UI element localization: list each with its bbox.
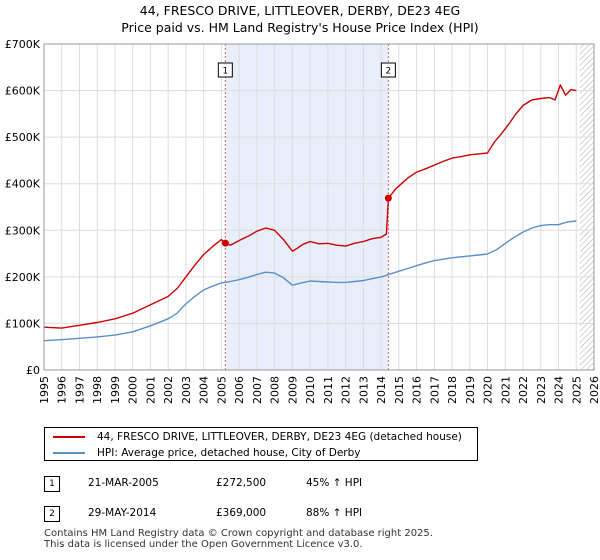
- x-tick-label: 2013: [357, 376, 370, 404]
- legend-swatch-hpi: [53, 452, 85, 454]
- legend: 44, FRESCO DRIVE, LITTLEOVER, DERBY, DE2…: [44, 427, 478, 461]
- footer-line2: This data is licensed under the Open Gov…: [44, 539, 363, 550]
- x-tick-label: 2019: [464, 376, 477, 404]
- transaction-row: 2 29-MAY-2014 £369,000 88% ↑ HPI: [44, 506, 464, 522]
- x-tick-label: 2005: [215, 376, 228, 404]
- transaction-price: £272,500: [216, 477, 267, 489]
- x-tick-label: 2001: [144, 376, 157, 404]
- x-tick-label: 2008: [269, 376, 282, 404]
- footer-line1: Contains HM Land Registry data © Crown c…: [44, 528, 433, 539]
- x-tick-label: 2025: [570, 376, 583, 404]
- x-tick-label: 2015: [393, 376, 406, 404]
- price-chart: 1 2 £0 £100K £200K £300K £400K £500K £600K £700K…: [5, 38, 600, 404]
- chart-title-line2: Price paid vs. HM Land Registry's House …: [121, 20, 479, 35]
- sale-point: [221, 239, 229, 247]
- shaded-period: [225, 44, 389, 370]
- x-tick-label: 1995: [38, 376, 51, 404]
- sale-marker-label: 2: [386, 67, 392, 77]
- transaction-date: 29-MAY-2014: [88, 507, 157, 519]
- y-tick-label: £400K: [5, 178, 41, 191]
- x-tick-label: 2023: [535, 376, 548, 404]
- sale-marker-box: [380, 62, 396, 78]
- x-tick-label: 1997: [73, 376, 86, 404]
- chart-title-line1: 44, FRESCO DRIVE, LITTLEOVER, DERBY, DE2…: [139, 3, 461, 18]
- x-tick-label: 2004: [198, 376, 211, 404]
- series-line-hpi: [43, 220, 577, 342]
- x-tick-label: 2002: [162, 376, 175, 404]
- transaction-badge: 2: [44, 506, 60, 522]
- x-tick-label: 2007: [251, 376, 264, 404]
- series-line-property: [43, 84, 577, 329]
- sale-marker-label: 1: [222, 67, 228, 77]
- x-tick-label: 2022: [517, 376, 530, 404]
- y-tick-label: £200K: [5, 271, 41, 284]
- transaction-date: 21-MAR-2005: [88, 477, 159, 489]
- future-hatch: [579, 44, 594, 370]
- legend-swatch-property: [53, 436, 85, 438]
- footer: Contains HM Land Registry data © Crown c…: [44, 528, 433, 550]
- x-tick-label: 1999: [109, 376, 122, 404]
- x-tick-label: 2024: [553, 376, 566, 404]
- y-tick-label: £600K: [5, 85, 41, 98]
- legend-label-property: 44, FRESCO DRIVE, LITTLEOVER, DERBY, DE2…: [97, 431, 462, 443]
- x-tick-label: 2020: [482, 376, 495, 404]
- x-tick-label: 2026: [588, 376, 600, 404]
- legend-item-property: 44, FRESCO DRIVE, LITTLEOVER, DERBY, DE2…: [45, 429, 462, 445]
- y-tick-label: £0: [26, 364, 40, 377]
- plot-frame: [43, 43, 595, 371]
- transaction-hpi: 45% ↑ HPI: [306, 477, 363, 489]
- x-tick-label: 2000: [127, 376, 140, 404]
- x-tick-label: 2011: [322, 376, 335, 404]
- chart-title: 44, FRESCO DRIVE, LITTLEOVER, DERBY, DE2…: [0, 2, 600, 36]
- legend-item-hpi: HPI: Average price, detached house, City…: [45, 445, 360, 461]
- transaction-price: £369,000: [216, 507, 267, 519]
- x-tick-label: 2009: [286, 376, 299, 404]
- y-tick-label: £100K: [5, 317, 41, 330]
- y-tick-label: £500K: [5, 131, 41, 144]
- y-tick-label: £300K: [5, 224, 41, 237]
- transaction-badge: 1: [44, 476, 60, 492]
- x-tick-label: 2018: [446, 376, 459, 404]
- x-tick-label: 1998: [91, 376, 104, 404]
- x-tick-label: 2017: [428, 376, 441, 404]
- x-tick-label: 2016: [411, 376, 424, 404]
- transaction-row: 1 21-MAR-2005 £272,500 45% ↑ HPI: [44, 476, 464, 492]
- x-tick-label: 2010: [304, 376, 317, 404]
- sale-marker-box: [217, 62, 233, 78]
- legend-label-hpi: HPI: Average price, detached house, City…: [97, 447, 361, 459]
- sale-point: [384, 194, 392, 202]
- x-tick-label: 2021: [499, 376, 512, 404]
- x-tick-label: 2012: [340, 376, 353, 404]
- transaction-hpi: 88% ↑ HPI: [306, 507, 363, 519]
- x-tick-label: 2003: [180, 376, 193, 404]
- x-tick-label: 2006: [233, 376, 246, 404]
- y-tick-label: £700K: [5, 38, 41, 51]
- x-tick-label: 2014: [375, 376, 388, 404]
- x-tick-label: 1996: [56, 376, 69, 404]
